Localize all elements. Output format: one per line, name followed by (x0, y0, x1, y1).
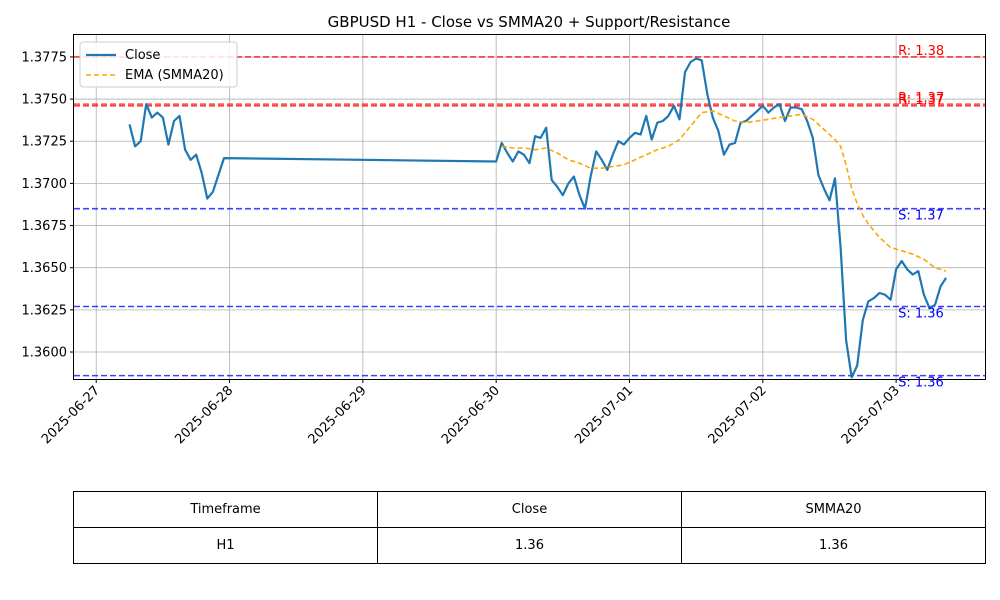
close-series-line (128, 57, 948, 379)
support-level-label: S: 1.37 (898, 209, 944, 224)
y-tick-label: 1.3725 (22, 135, 68, 150)
table-header-cell: SMMA20 (681, 491, 986, 528)
table-header-cell: Close (377, 491, 682, 528)
y-tick-label: 1.3675 (22, 219, 68, 234)
x-tick-label: 2025-06-28 (172, 383, 236, 447)
support-level-label: S: 1.36 (898, 376, 944, 391)
support-resistance-levels (74, 56, 985, 377)
table-cell: H1 (73, 527, 378, 564)
table-cell: 1.36 (681, 527, 986, 564)
smma20-series-line (501, 110, 947, 272)
summary-table: Timeframe Close SMMA20 H1 1.36 1.36 (73, 491, 986, 564)
y-tick-label: 1.3775 (22, 50, 68, 65)
legend: Close EMA (SMMA20) (79, 41, 238, 88)
x-tick-label: 2025-07-01 (572, 383, 636, 447)
x-tick-label: 2025-07-02 (706, 383, 770, 447)
x-tick-label: 2025-06-30 (439, 383, 503, 447)
y-tick-label: 1.3650 (22, 261, 68, 276)
legend-smma-label: EMA (SMMA20) (125, 68, 224, 83)
y-tick-label: 1.3700 (22, 177, 68, 192)
series-lines (128, 57, 948, 379)
legend-close-label: Close (125, 48, 160, 63)
table-row: H1 1.36 1.36 (73, 527, 986, 564)
x-tick-label: 2025-06-29 (306, 383, 370, 447)
y-tick-label: 1.3600 (22, 346, 68, 361)
legend-box (79, 41, 238, 88)
y-tick-label: 1.3625 (22, 303, 68, 318)
resistance-level-label: R: 1.38 (898, 44, 944, 59)
x-axis-ticks: 2025-06-27 2025-06-28 2025-06-29 2025-06-30… (39, 379, 903, 447)
chart-canvas: GBPUSD H1 - Close vs SMMA20 + Support/Re… (22, 13, 986, 447)
chart-title: GBPUSD H1 - Close vs SMMA20 + Support/Re… (328, 13, 731, 31)
y-tick-label: 1.3750 (22, 93, 68, 108)
table-header-cell: Timeframe (73, 491, 378, 528)
table-cell: 1.36 (377, 527, 682, 564)
grid-lines (74, 35, 985, 379)
support-level-label: S: 1.36 (898, 306, 944, 321)
y-axis-ticks: 1.3600 1.3625 1.3650 1.3675 1.3700 1.3725 1.37… (22, 50, 74, 361)
x-tick-label: 2025-06-27 (39, 383, 103, 447)
x-tick-label: 2025-07-03 (839, 383, 903, 447)
table-header-row: Timeframe Close SMMA20 (73, 491, 986, 528)
plot-frame (73, 34, 986, 380)
resistance-level-label: R: 1.37 (898, 91, 944, 106)
resistance-level-label: R: 1.37 (898, 93, 944, 108)
level-labels: R: 1.38R: 1.37R: 1.37S: 1.37S: 1.36S: 1.… (898, 44, 944, 391)
